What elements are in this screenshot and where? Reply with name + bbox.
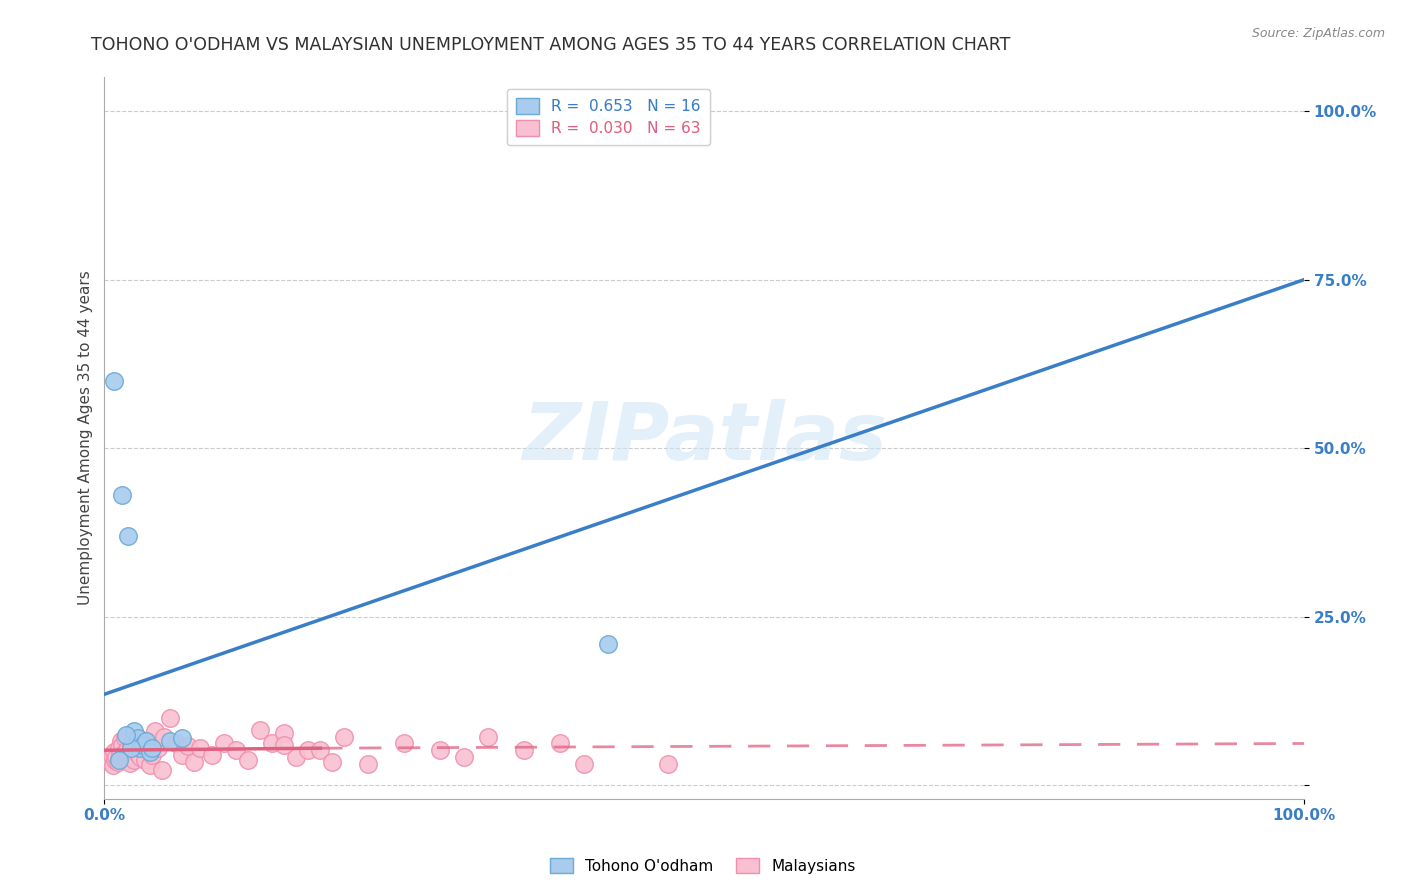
Point — [117, 748, 139, 763]
Point — [100, 747, 122, 762]
Point — [121, 750, 143, 764]
Point — [477, 730, 499, 744]
Point — [574, 756, 596, 771]
Point — [122, 734, 145, 748]
Point — [453, 750, 475, 764]
Point — [104, 753, 127, 767]
Point — [107, 753, 129, 767]
Point — [124, 741, 146, 756]
Point — [141, 741, 163, 756]
Point — [103, 745, 125, 759]
Text: ZIPatlas: ZIPatlas — [522, 399, 887, 477]
Point — [321, 755, 343, 769]
Point — [139, 758, 162, 772]
Point — [394, 736, 416, 750]
Point — [297, 743, 319, 757]
Legend: R =  0.653   N = 16, R =  0.030   N = 63: R = 0.653 N = 16, R = 0.030 N = 63 — [506, 88, 710, 145]
Point — [143, 724, 166, 739]
Point — [118, 756, 141, 770]
Point — [108, 747, 131, 762]
Point — [129, 741, 152, 756]
Point — [598, 637, 620, 651]
Point — [309, 743, 332, 757]
Point — [101, 758, 124, 772]
Point — [127, 731, 149, 745]
Point — [273, 725, 295, 739]
Point — [136, 734, 159, 748]
Point — [657, 756, 679, 771]
Point — [103, 374, 125, 388]
Point — [120, 739, 142, 754]
Point — [132, 738, 155, 752]
Point — [124, 753, 146, 767]
Point — [153, 730, 176, 744]
Point — [97, 751, 120, 765]
Point — [150, 764, 173, 778]
Point — [129, 750, 152, 764]
Point — [111, 488, 134, 502]
Point — [115, 728, 138, 742]
Point — [249, 723, 271, 737]
Point — [111, 738, 134, 752]
Point — [110, 734, 132, 748]
Point — [214, 736, 236, 750]
Point — [125, 746, 148, 760]
Point — [238, 753, 260, 767]
Point — [201, 747, 224, 762]
Point — [159, 711, 181, 725]
Point — [172, 747, 194, 762]
Point — [115, 753, 138, 767]
Legend: Tohono O'odham, Malaysians: Tohono O'odham, Malaysians — [544, 852, 862, 880]
Point — [132, 738, 155, 752]
Point — [285, 750, 308, 764]
Point — [107, 755, 129, 769]
Point — [100, 755, 122, 769]
Point — [135, 734, 157, 748]
Point — [548, 736, 571, 750]
Point — [333, 730, 356, 744]
Point — [188, 741, 211, 756]
Point — [159, 734, 181, 748]
Point — [177, 739, 200, 754]
Point — [127, 731, 149, 745]
Point — [357, 756, 380, 771]
Point — [114, 731, 136, 745]
Point — [148, 741, 170, 756]
Point — [225, 743, 247, 757]
Point — [513, 743, 536, 757]
Point — [172, 731, 194, 745]
Point — [429, 743, 451, 757]
Point — [112, 746, 135, 760]
Text: TOHONO O'ODHAM VS MALAYSIAN UNEMPLOYMENT AMONG AGES 35 TO 44 YEARS CORRELATION C: TOHONO O'ODHAM VS MALAYSIAN UNEMPLOYMENT… — [91, 36, 1011, 54]
Point — [183, 755, 205, 769]
Point — [107, 741, 129, 756]
Y-axis label: Unemployment Among Ages 35 to 44 years: Unemployment Among Ages 35 to 44 years — [79, 271, 93, 606]
Point — [139, 745, 162, 759]
Point — [141, 747, 163, 762]
Point — [165, 736, 187, 750]
Point — [115, 743, 138, 757]
Point — [120, 741, 142, 756]
Point — [273, 738, 295, 752]
Point — [105, 750, 128, 764]
Point — [262, 736, 284, 750]
Point — [117, 529, 139, 543]
Point — [124, 724, 146, 739]
Text: Source: ZipAtlas.com: Source: ZipAtlas.com — [1251, 27, 1385, 40]
Point — [134, 753, 156, 767]
